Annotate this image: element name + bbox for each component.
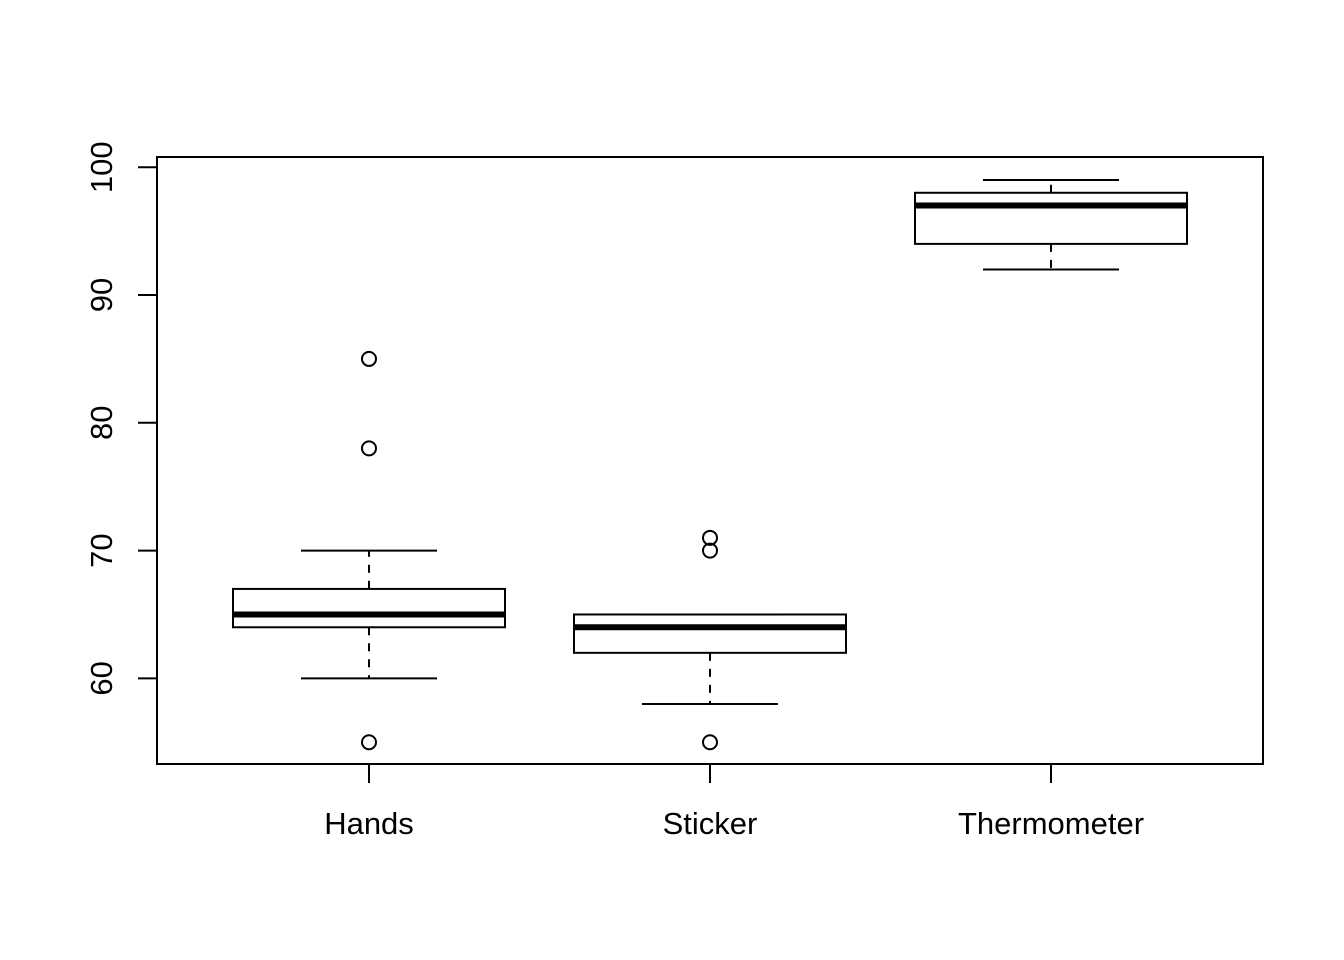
- y-tick-label: 90: [84, 278, 119, 312]
- x-tick-label: Hands: [324, 806, 414, 841]
- outlier-point: [361, 350, 377, 367]
- x-tick-label: Thermometer: [958, 806, 1144, 841]
- box-iqr: [914, 191, 1188, 245]
- y-tick-label: 60: [84, 661, 119, 695]
- outlier-point: [361, 440, 377, 457]
- chart-marks: [232, 179, 1188, 751]
- outlier-point: [361, 734, 377, 751]
- y-tick-label: 70: [84, 533, 119, 567]
- box-iqr: [232, 587, 506, 629]
- outlier-point: [702, 734, 718, 751]
- x-axis: Hands Sticker Thermometer: [324, 764, 1144, 841]
- outlier-point: [702, 542, 718, 559]
- y-axis: 60 70 80 90 100: [84, 141, 158, 696]
- y-tick-label: 100: [84, 141, 119, 193]
- box-group-sticker: [573, 529, 847, 751]
- outlier-point: [702, 529, 718, 546]
- box-group-hands: [232, 350, 506, 751]
- box-group-thermometer: [914, 179, 1188, 271]
- y-tick-label: 80: [84, 406, 119, 440]
- x-tick-label: Sticker: [663, 806, 758, 841]
- box-iqr: [573, 613, 847, 654]
